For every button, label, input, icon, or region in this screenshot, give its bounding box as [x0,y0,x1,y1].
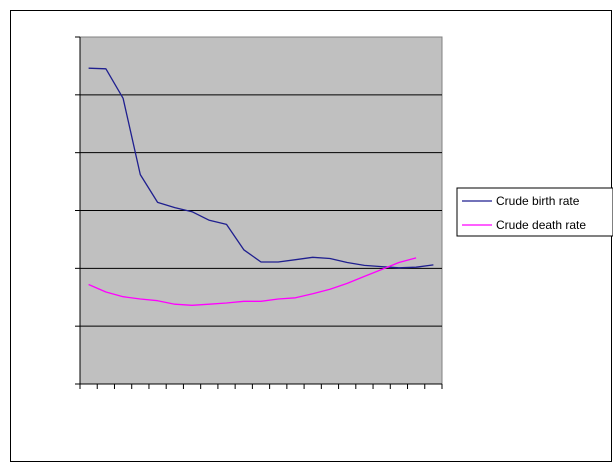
legend: Crude birth rate Crude death rate [456,187,613,237]
series-line-1 [88,257,417,306]
gridlines [80,94,442,327]
axes [75,36,443,389]
legend-box [456,187,613,237]
legend-label-birth: Crude birth rate [496,194,580,208]
series-line-0 [88,67,434,269]
series-lines [88,67,434,306]
legend-label-death: Crude death rate [496,218,586,232]
